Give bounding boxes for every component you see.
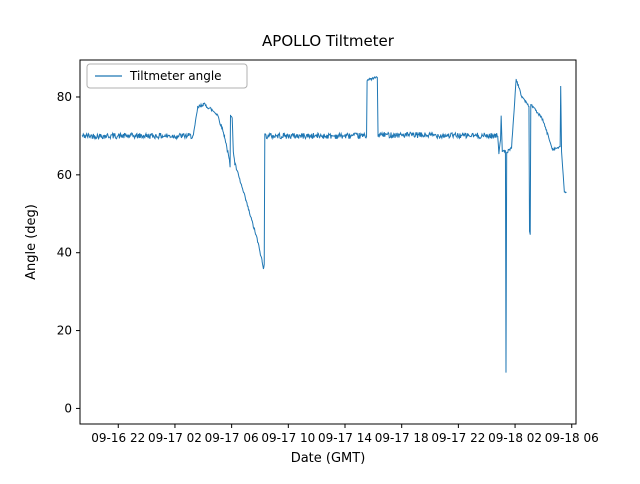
- axes-frame: [79, 59, 577, 425]
- chart-title: APOLLO Tiltmeter: [262, 32, 395, 50]
- x-tick-label: 09-16 22: [91, 431, 145, 445]
- legend-entry-label: Tiltmeter angle: [129, 69, 222, 83]
- x-tick-label: 09-17 06: [205, 431, 259, 445]
- x-tick-label: 09-17 10: [261, 431, 315, 445]
- x-tick-label: 09-17 02: [148, 431, 202, 445]
- x-axis-label: Date (GMT): [291, 451, 366, 466]
- x-tick-label: 09-18 02: [488, 431, 542, 445]
- y-axis-label: Angle (deg): [24, 204, 39, 280]
- legend-frame: [86, 63, 248, 89]
- plot-background: [80, 60, 576, 424]
- x-axis-ticks: 09-16 22 09-17 02 09-17 06 09-17 10 09-17 14…: [91, 424, 599, 445]
- x-tick-label: 09-17 14: [318, 431, 372, 445]
- y-tick-label: 0: [64, 401, 72, 415]
- y-tick-label: 20: [57, 324, 72, 338]
- x-tick-label: 09-17 18: [375, 431, 429, 445]
- y-tick-label: 60: [57, 168, 72, 182]
- x-tick-label: 09-18 06: [545, 431, 599, 445]
- x-tick-label: 09-17 22: [431, 431, 485, 445]
- y-axis-ticks: 0 20 40 60 80: [57, 90, 80, 415]
- y-tick-label: 40: [57, 246, 72, 260]
- tiltmeter-angle-line: [81, 75, 567, 373]
- y-tick-label: 80: [57, 90, 72, 104]
- legend: Tiltmeter angle: [86, 63, 248, 89]
